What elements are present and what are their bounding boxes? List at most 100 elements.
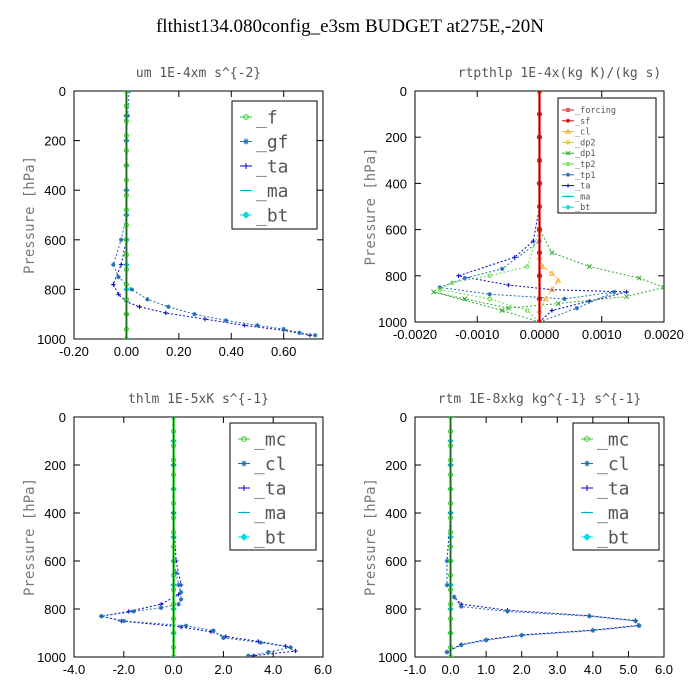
x-tick-label: 4.0 xyxy=(584,662,602,677)
y-tick-label: 200 xyxy=(385,458,407,473)
legend-label: _gf xyxy=(256,132,289,153)
legend-label: _dp2 xyxy=(575,138,595,148)
data-point xyxy=(587,614,592,619)
data-point xyxy=(99,614,104,619)
data-point xyxy=(487,292,492,297)
data-point xyxy=(192,312,197,317)
y-tick-label: 1000 xyxy=(378,650,407,665)
data-point xyxy=(487,296,492,302)
data-point xyxy=(176,582,181,588)
data-point xyxy=(636,623,642,628)
legend-marker xyxy=(243,138,249,145)
data-point xyxy=(255,323,260,328)
data-point xyxy=(221,635,226,640)
data-point xyxy=(519,633,524,638)
y-axis-label: Pressure [hPa] xyxy=(22,156,38,274)
legend-box xyxy=(557,97,657,214)
data-point xyxy=(288,645,293,650)
legend-marker xyxy=(584,460,590,467)
legend-marker xyxy=(565,161,571,167)
y-tick-label: 600 xyxy=(44,554,66,569)
data-point xyxy=(483,638,489,643)
plot-frame xyxy=(414,416,665,658)
data-point xyxy=(223,318,229,323)
data-point xyxy=(624,289,629,295)
legend-label: _tp1 xyxy=(575,171,595,181)
data-point xyxy=(173,570,179,576)
legend-label: _ta xyxy=(256,156,289,177)
legend-marker xyxy=(241,436,247,442)
data-point xyxy=(111,282,116,287)
y-tick-label: 400 xyxy=(44,183,66,198)
y-tick-label: 800 xyxy=(44,282,66,297)
data-point xyxy=(586,264,592,270)
data-point xyxy=(121,618,126,624)
data-point xyxy=(118,237,124,242)
data-point xyxy=(178,590,184,595)
data-point xyxy=(555,277,562,283)
data-point xyxy=(183,623,189,628)
data-point xyxy=(281,326,286,332)
data-point xyxy=(548,270,555,276)
data-point xyxy=(242,323,247,328)
chart-panel-1: um 1E-4xm s^{-2} Pressure [hPa] 0 200 400 600… xyxy=(22,66,324,359)
x-tick-label: 0.00 xyxy=(114,344,139,359)
legend-label: _f xyxy=(256,107,278,128)
data-point xyxy=(131,609,136,614)
y-tick-label: 0 xyxy=(400,84,407,99)
y-axis-label: Pressure [hPa] xyxy=(363,478,379,596)
data-point xyxy=(312,333,318,338)
data-point xyxy=(251,653,256,657)
data-point xyxy=(562,296,567,302)
y-tick-label: 200 xyxy=(385,130,407,145)
legend-label: _ma xyxy=(575,192,590,202)
chart-panel-3: thlm 1E-5xK s^{-1} Pressure [hPa] 0 200 400 6… xyxy=(22,392,332,677)
y-tick-label: 800 xyxy=(385,602,407,617)
data-point xyxy=(459,604,464,609)
data-point xyxy=(444,650,450,655)
data-point xyxy=(590,628,596,633)
x-tick-label: -1.0 xyxy=(404,662,426,677)
data-point xyxy=(612,289,617,295)
legend-label: _ta xyxy=(254,478,287,499)
series-line xyxy=(539,91,559,322)
legend-label: _ta xyxy=(575,182,590,192)
legend-marker xyxy=(241,485,247,491)
figure-title: flthist134.080config_e3sm BUDGET at275E,… xyxy=(155,16,545,37)
legend-label: _tp2 xyxy=(575,160,595,170)
data-point xyxy=(624,294,630,300)
legend: _f _gf _ta _ma _bt xyxy=(231,100,318,230)
data-point xyxy=(450,280,455,285)
data-point xyxy=(129,287,134,292)
data-point xyxy=(176,602,181,607)
data-point xyxy=(307,333,313,338)
data-point xyxy=(258,640,263,645)
legend-label: _cl xyxy=(597,454,630,475)
data-point xyxy=(459,642,464,648)
data-point xyxy=(574,305,580,311)
legend-label: _bt xyxy=(597,527,630,548)
panel-title: thlm 1E-5xK s^{-1} xyxy=(128,392,269,407)
legend-label: _ma xyxy=(256,181,289,202)
data-point xyxy=(202,316,208,322)
panel-title: rtpthlp 1E-4x(kg K)/(kg s) xyxy=(458,66,662,81)
data-point xyxy=(211,628,216,633)
legend-label: _sf xyxy=(575,117,590,127)
y-tick-label: 0 xyxy=(59,410,66,425)
y-tick-label: 1000 xyxy=(378,315,407,330)
plot-frame xyxy=(73,416,324,658)
legend-marker xyxy=(240,533,248,541)
data-point xyxy=(524,264,530,269)
data-point xyxy=(549,250,555,256)
data-point xyxy=(437,287,443,292)
data-point xyxy=(487,273,492,279)
legend-marker xyxy=(566,183,570,188)
legend-label: _forcing xyxy=(575,106,616,116)
data-point xyxy=(456,273,461,278)
plot-frame xyxy=(73,90,324,340)
data-point xyxy=(431,289,437,295)
data-point xyxy=(137,304,142,309)
data-point xyxy=(166,304,171,309)
